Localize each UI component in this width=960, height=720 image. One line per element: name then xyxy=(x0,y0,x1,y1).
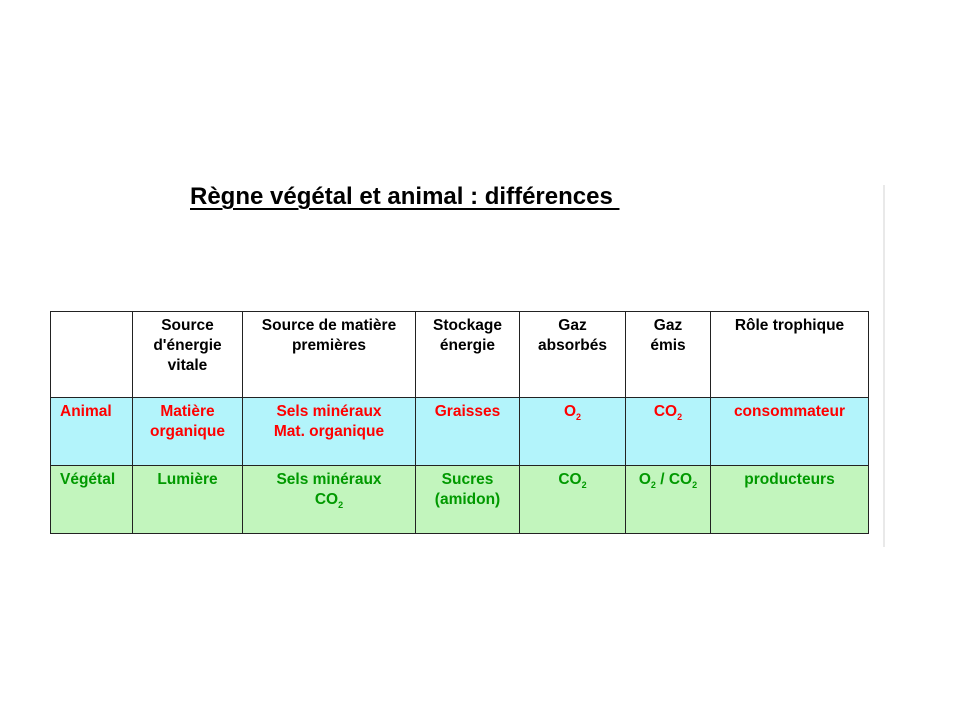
animal-gaz-absorbes: O2 xyxy=(519,397,626,466)
vegetal-stockage: Sucres (amidon) xyxy=(415,465,520,534)
animal-stockage: Graisses xyxy=(415,397,520,466)
header-empty-cell xyxy=(50,311,133,398)
vegetal-source-energie: Lumière xyxy=(132,465,243,534)
header-source-matiere: Source de matière premières xyxy=(242,311,416,398)
vegetal-gaz-absorbes: CO2 xyxy=(519,465,626,534)
slide-title: Règne végétal et animal : différences xyxy=(190,183,620,210)
animal-role-trophique: consommateur xyxy=(710,397,869,466)
comparison-table: Source d'énergie vitale Source de matièr… xyxy=(50,311,869,534)
vegetal-gaz-emis: O2 / CO2 xyxy=(625,465,711,534)
vegetal-label: Végétal xyxy=(50,465,133,534)
animal-gaz-emis: CO2 xyxy=(625,397,711,466)
slide-edge-line xyxy=(883,185,885,547)
header-stockage: Stockage énergie xyxy=(415,311,520,398)
header-row: Source d'énergie vitale Source de matièr… xyxy=(50,311,869,398)
header-role-trophique: Rôle trophique xyxy=(710,311,869,398)
vegetal-source-matiere: Sels minéraux CO2 xyxy=(242,465,416,534)
animal-row: Animal Matière organique Sels minéraux M… xyxy=(50,397,869,466)
vegetal-row: Végétal Lumière Sels minéraux CO2 Sucres… xyxy=(50,465,869,534)
animal-source-matiere: Sels minéraux Mat. organique xyxy=(242,397,416,466)
vegetal-role-trophique: producteurs xyxy=(710,465,869,534)
header-gaz-absorbes: Gaz absorbés xyxy=(519,311,626,398)
header-gaz-emis: Gaz émis xyxy=(625,311,711,398)
animal-label: Animal xyxy=(50,397,133,466)
header-source-energie: Source d'énergie vitale xyxy=(132,311,243,398)
animal-source-energie: Matière organique xyxy=(132,397,243,466)
